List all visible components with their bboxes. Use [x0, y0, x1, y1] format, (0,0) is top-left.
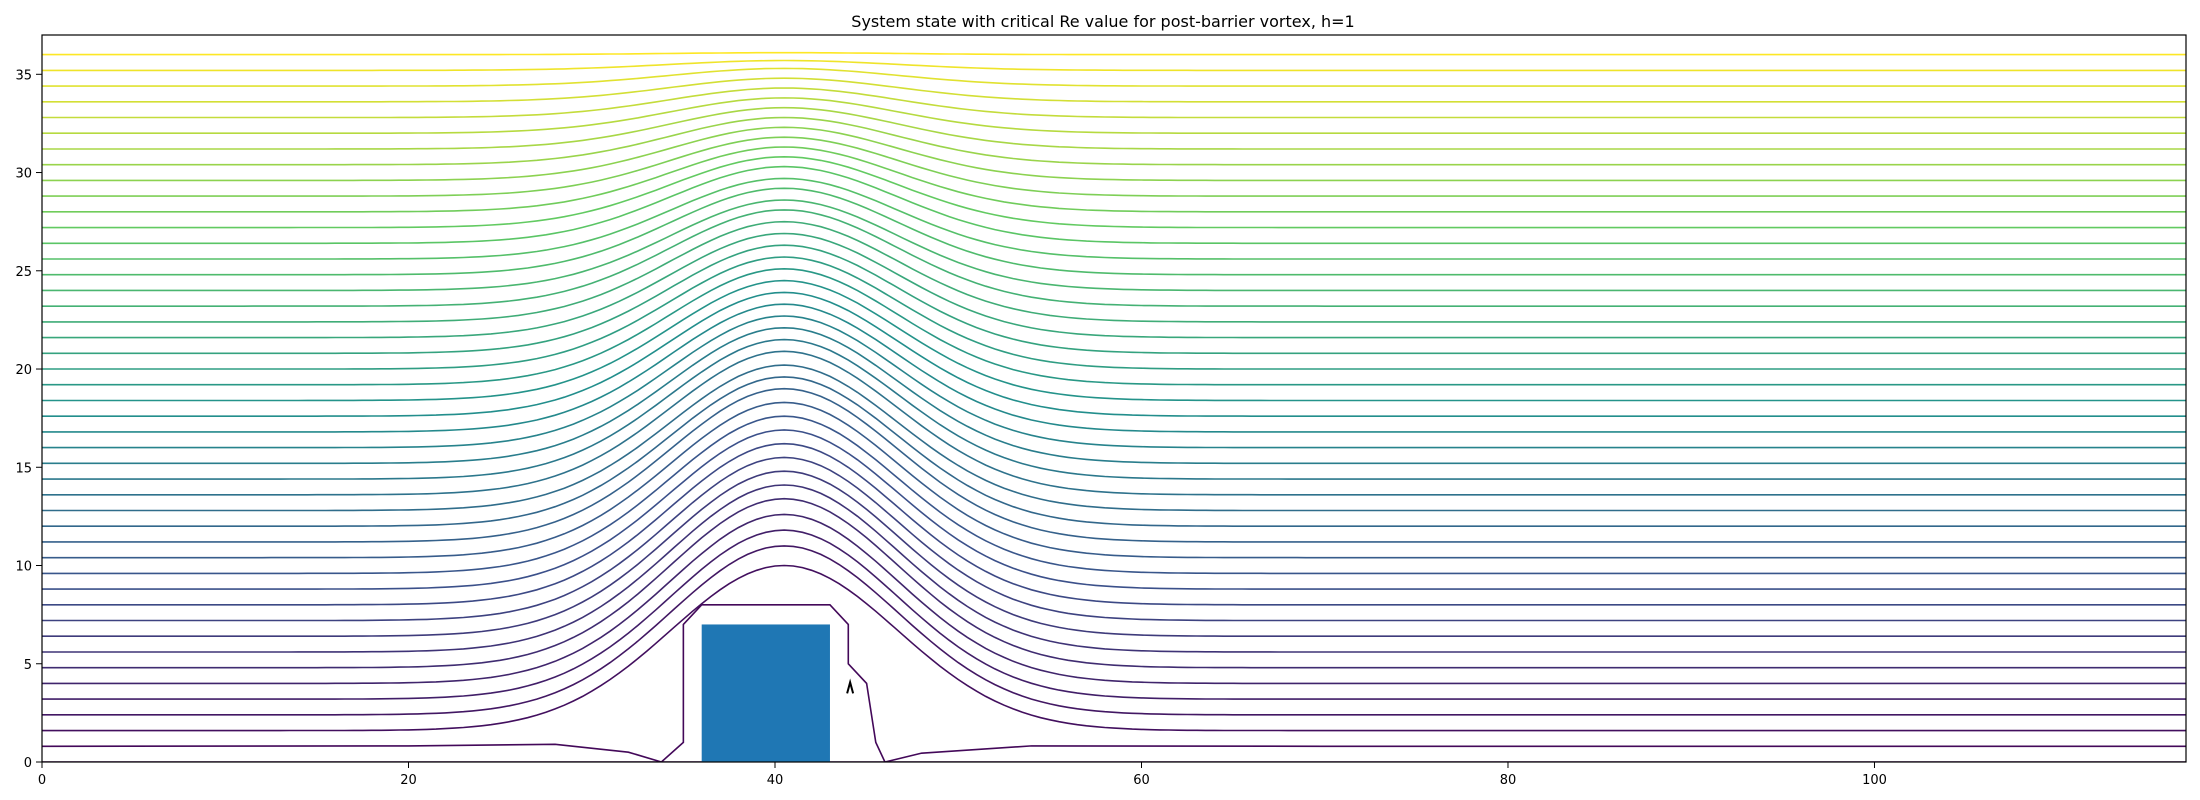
streamline [42, 470, 2186, 637]
x-axis: 0 20 40 60 80 100 [38, 762, 1887, 788]
streamline [42, 326, 2186, 465]
streamline [42, 199, 2186, 292]
streamline [42, 429, 2186, 590]
y-tick-label: 25 [15, 265, 32, 280]
x-tick-label: 60 [1133, 773, 1150, 788]
streamline [42, 315, 2186, 449]
streamline [42, 187, 2186, 276]
x-tick-label: 20 [400, 773, 417, 788]
streamline [42, 116, 2186, 166]
streamline [42, 146, 2186, 213]
streamline [42, 604, 2186, 762]
streamline [42, 97, 2186, 134]
streamline [42, 177, 2186, 260]
x-tick-label: 100 [1862, 773, 1887, 788]
streamline [42, 456, 2186, 622]
barrier [701, 624, 830, 762]
streamline [42, 126, 2186, 182]
streamline [42, 67, 2186, 87]
streamline [42, 267, 2186, 386]
streamline [42, 387, 2186, 543]
y-tick-label: 0 [24, 756, 32, 771]
streamline [42, 209, 2186, 307]
plot-frame [41, 34, 2187, 763]
streamline [42, 291, 2186, 417]
streamline [42, 497, 2186, 669]
streamline [42, 484, 2186, 653]
streamline [42, 220, 2186, 323]
chart-title: System state with critical Re value for … [851, 12, 1354, 31]
small-vortex [846, 678, 855, 694]
streamline [42, 513, 2186, 685]
streamline [42, 376, 2186, 527]
streamline [42, 364, 2186, 512]
streamline [42, 244, 2186, 355]
y-tick-label: 5 [24, 658, 32, 673]
x-tick-label: 0 [38, 773, 46, 788]
streamline [42, 442, 2186, 606]
streamline [42, 338, 2186, 480]
y-tick-label: 35 [15, 68, 32, 83]
streamline [42, 279, 2186, 402]
plot-area [42, 51, 2186, 762]
streamline [42, 564, 2186, 732]
y-tick-label: 10 [15, 560, 32, 575]
streamlines [42, 51, 2186, 762]
y-tick-label: 20 [15, 363, 32, 378]
y-tick-label: 15 [15, 461, 32, 476]
streamline [42, 232, 2186, 339]
streamline [42, 529, 2186, 700]
streamline [42, 87, 2186, 119]
y-axis: 0 5 10 15 20 25 30 35 [15, 68, 42, 771]
streamline [42, 303, 2186, 433]
streamline [42, 136, 2186, 197]
streamline [42, 106, 2186, 150]
streamline [42, 256, 2186, 370]
x-tick-label: 80 [1500, 773, 1517, 788]
streamline [42, 59, 2186, 72]
y-tick-label: 30 [15, 167, 32, 182]
streamline [42, 545, 2186, 716]
x-tick-label: 40 [767, 773, 784, 788]
streamline [42, 401, 2186, 559]
streamline [42, 77, 2186, 103]
streamline [42, 165, 2186, 245]
streamline [42, 415, 2186, 575]
streamline [42, 350, 2186, 496]
streamline [42, 155, 2186, 229]
streamline [42, 51, 2186, 56]
